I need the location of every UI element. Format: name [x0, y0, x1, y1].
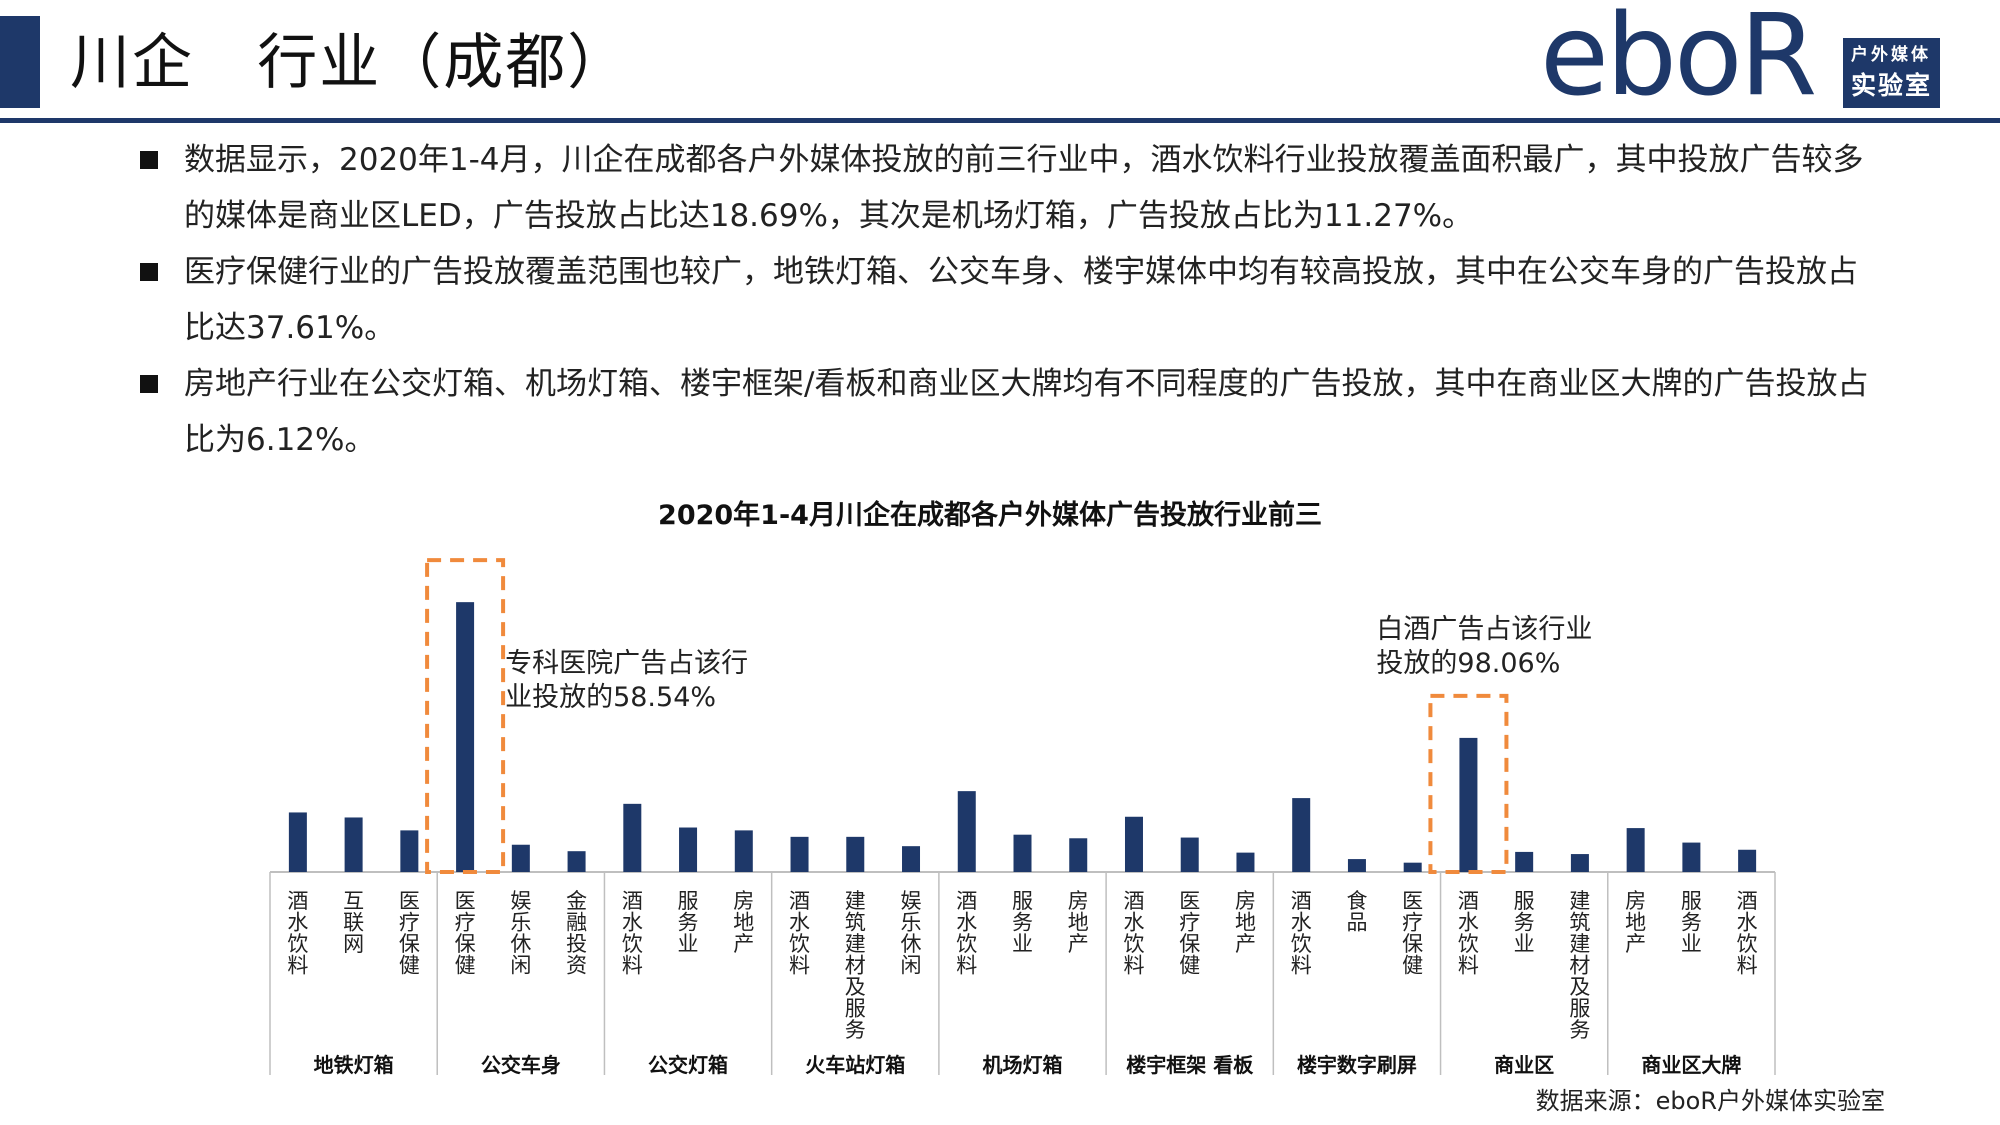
- category-label: 酒水饮料: [622, 889, 643, 978]
- annotation-text: 白酒广告占该行业: [1376, 614, 1592, 645]
- square-bullet-icon: [140, 263, 158, 281]
- summary-bullets: 数据显示，2020年1-4月，川企在成都各户外媒体投放的前三行业中，酒水饮料行业…: [140, 132, 1870, 468]
- bar: [511, 844, 530, 872]
- square-bullet-icon: [140, 151, 158, 169]
- bar: [1682, 842, 1701, 872]
- bar: [400, 830, 419, 872]
- bar: [1292, 798, 1311, 872]
- group-label: 商业区大牌: [1641, 1053, 1741, 1077]
- category-label: 服务业: [678, 889, 699, 956]
- category-label: 互联网: [343, 889, 364, 956]
- bar: [679, 827, 698, 872]
- bar: [1738, 849, 1757, 872]
- category-label: 服务业: [1514, 889, 1535, 956]
- bar: [1515, 851, 1534, 872]
- bar: [456, 602, 475, 872]
- bar: [1347, 859, 1366, 872]
- bar: [1236, 852, 1255, 872]
- logo-wordmark: eboR: [1540, 0, 1817, 121]
- category-label: 娱乐休闲: [510, 889, 531, 978]
- bullet-item: 数据显示，2020年1-4月，川企在成都各户外媒体投放的前三行业中，酒水饮料行业…: [140, 132, 1870, 244]
- category-label: 房地产: [1068, 889, 1089, 956]
- category-label: 医疗保健: [399, 889, 420, 978]
- logo-tag-line2: 实验室: [1851, 71, 1933, 100]
- bar: [1626, 828, 1645, 872]
- category-label: 酒水饮料: [789, 889, 810, 978]
- bar: [1013, 834, 1032, 872]
- category-label: 酒水饮料: [1458, 889, 1479, 978]
- category-label: 房地产: [733, 889, 754, 956]
- bar: [1459, 737, 1478, 872]
- bar: [1124, 816, 1143, 872]
- annotation-text: 专科医院广告占该行: [505, 648, 748, 679]
- bar: [734, 830, 753, 872]
- data-source: 数据来源：eboR户外媒体实验室: [1535, 1087, 1885, 1115]
- category-label: 酒水饮料: [287, 889, 308, 978]
- category-label: 建筑建材及服务: [845, 889, 866, 1042]
- bullet-text: 数据显示，2020年1-4月，川企在成都各户外媒体投放的前三行业中，酒水饮料行业…: [184, 142, 1864, 234]
- category-label: 服务业: [1012, 889, 1033, 956]
- category-label: 酒水饮料: [1737, 889, 1758, 978]
- bar: [567, 851, 586, 872]
- bullet-text: 房地产行业在公交灯箱、机场灯箱、楼宇框架/看板和商业区大牌均有不同程度的广告投放…: [184, 366, 1869, 458]
- bar: [344, 817, 363, 872]
- square-bullet-icon: [140, 375, 158, 393]
- bullet-item: 房地产行业在公交灯箱、机场灯箱、楼宇框架/看板和商业区大牌均有不同程度的广告投放…: [140, 356, 1870, 468]
- chart-title: 2020年1-4月川企在成都各户外媒体广告投放行业前三: [658, 499, 1322, 531]
- group-label: 公交灯箱: [648, 1053, 728, 1077]
- bar: [1180, 837, 1199, 872]
- ebor-logo: eboR 户外媒体 实验室: [1540, 0, 1950, 116]
- title-accent-bar: [0, 16, 40, 108]
- logo-tag-line1: 户外媒体: [1851, 45, 1931, 65]
- category-label: 医疗保健: [455, 889, 476, 978]
- group-label: 公交车身: [481, 1053, 561, 1077]
- annotation-text: 业投放的58.54%: [505, 682, 716, 713]
- group-label: 楼宇框架 看板: [1126, 1053, 1254, 1077]
- bar: [846, 836, 865, 872]
- category-label: 娱乐休闲: [901, 889, 922, 978]
- bar: [623, 803, 642, 872]
- group-label: 机场灯箱: [983, 1053, 1063, 1077]
- annotation-text: 投放的98.06%: [1376, 648, 1560, 679]
- bar: [957, 791, 976, 872]
- category-label: 金融投资: [566, 889, 587, 978]
- category-label: 酒水饮料: [956, 889, 977, 978]
- bar: [1403, 862, 1422, 872]
- group-label: 地铁灯箱: [314, 1053, 394, 1077]
- bar: [1570, 854, 1589, 872]
- category-label: 食品: [1346, 889, 1367, 935]
- highlight-box: [1428, 693, 1509, 874]
- category-label: 房地产: [1625, 889, 1646, 956]
- bar: [288, 812, 307, 872]
- category-label: 建筑建材及服务: [1569, 889, 1590, 1042]
- category-label: 服务业: [1681, 889, 1702, 956]
- bar: [1069, 838, 1088, 872]
- bar: [902, 846, 921, 872]
- logo-tag: 户外媒体 实验室: [1843, 38, 1940, 108]
- category-label: 医疗保健: [1179, 889, 1200, 978]
- highlight-box: [425, 558, 506, 874]
- page-title: 川企 行业（成都）: [70, 28, 630, 98]
- group-label: 火车站灯箱: [805, 1053, 905, 1077]
- header-divider: [0, 118, 2000, 123]
- bullet-text: 医疗保健行业的广告投放覆盖范围也较广，地铁灯箱、公交车身、楼宇媒体中均有较高投放…: [184, 254, 1858, 346]
- category-label: 医疗保健: [1402, 889, 1423, 978]
- bullet-item: 医疗保健行业的广告投放覆盖范围也较广，地铁灯箱、公交车身、楼宇媒体中均有较高投放…: [140, 244, 1870, 356]
- group-label: 楼宇数字刷屏: [1297, 1053, 1417, 1077]
- category-label: 房地产: [1235, 889, 1256, 956]
- group-label: 商业区: [1494, 1053, 1554, 1077]
- bar: [790, 836, 809, 872]
- category-label: 酒水饮料: [1123, 889, 1144, 978]
- category-label: 酒水饮料: [1291, 889, 1312, 978]
